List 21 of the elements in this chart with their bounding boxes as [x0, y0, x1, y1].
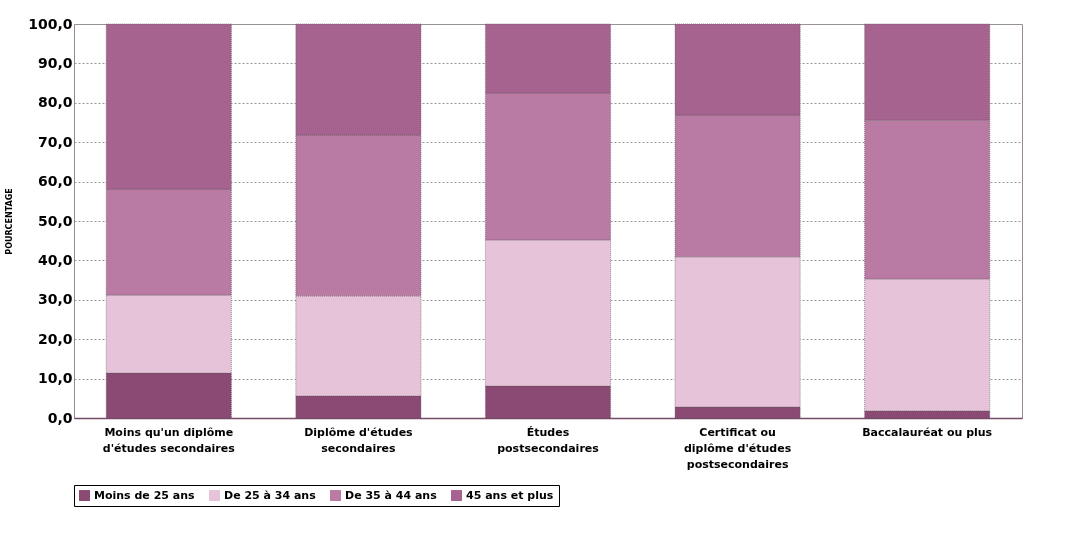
legend-label: De 25 à 34 ans — [224, 488, 317, 502]
x-tick-label: Certificat ou diplôme d'études postsecondaires — [683, 425, 792, 471]
y-tick-label: 30,0 — [37, 291, 73, 308]
x-tick-label: Études postsecondaires — [497, 425, 600, 455]
x-tick-label: Baccalauréat ou plus — [862, 425, 993, 439]
legend-label: De 35 à 44 ans — [345, 488, 438, 502]
x-tick-label: Moins qu'un diplôme d'études secondaires — [102, 425, 236, 455]
y-tick-label: 70,0 — [37, 133, 73, 150]
legend-label: Moins de 25 ans — [94, 488, 196, 502]
x-tick-label: Diplôme d'études secondaires — [304, 425, 414, 455]
y-tick-label: 50,0 — [37, 212, 73, 229]
legend-label: 45 ans et plus — [466, 488, 554, 502]
y-tick-label: 10,0 — [37, 370, 73, 387]
y-tick-label: 20,0 — [37, 330, 73, 347]
y-tick-label: 100,0 — [28, 15, 73, 32]
y-tick-label: 0,0 — [47, 409, 73, 426]
y-tick-label: 80,0 — [37, 94, 73, 111]
y-tick-label: 60,0 — [37, 173, 73, 190]
y-tick-label: 40,0 — [37, 251, 73, 268]
y-tick-label: 90,0 — [37, 54, 73, 71]
y-axis-title: POURCENTAGE — [5, 188, 15, 255]
